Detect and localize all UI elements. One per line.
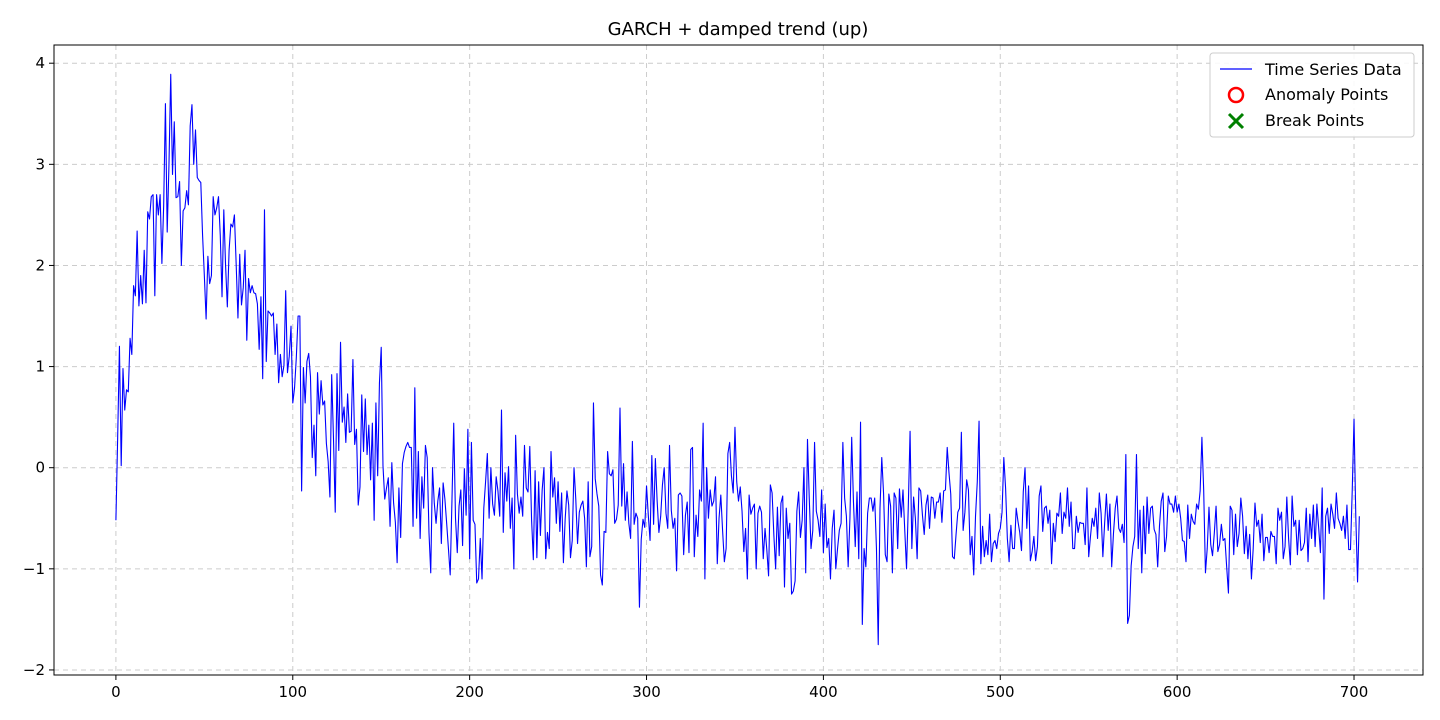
y-tick-label: −1 [23,560,45,578]
x-tick-label: 100 [278,683,307,701]
chart-title: GARCH + damped trend (up) [608,19,869,40]
x-tick-label: 0 [111,683,121,701]
legend-label-series: Time Series Data [1264,60,1402,79]
x-tick-label: 600 [1163,683,1192,701]
grid [54,45,1423,675]
x-tick-label: 300 [632,683,661,701]
y-tick-label: 2 [35,256,45,274]
x-tick-label: 400 [809,683,838,701]
legend-label-anomaly: Anomaly Points [1265,85,1388,104]
y-tick-label: 4 [35,54,45,72]
x-tick-label: 700 [1340,683,1369,701]
axes: 0 100 200 300 400 500 600 700 −2 −1 0 1 2 3 4 [23,54,1368,701]
series-line [116,74,1359,644]
series-layer [116,74,1359,644]
y-tick-label: −2 [23,661,45,679]
x-tick-label: 500 [986,683,1015,701]
y-tick-label: 1 [35,358,45,376]
legend: Time Series Data Anomaly Points Break Po… [1210,53,1414,137]
legend-label-break: Break Points [1265,111,1364,130]
x-tick-label: 200 [455,683,484,701]
y-tick-label: 0 [35,459,45,477]
y-tick-label: 3 [35,155,45,173]
plot-frame [54,45,1423,675]
